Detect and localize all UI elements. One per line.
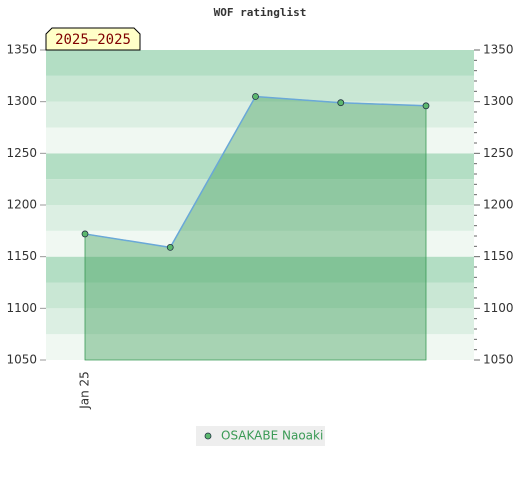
band [46,256,474,283]
point [166,243,174,251]
point [422,102,430,110]
band [46,334,474,360]
legend-box [196,426,325,446]
band [46,50,474,76]
y2-tick-label: 1300 [483,94,514,108]
y-tick-label: 1150 [6,249,37,263]
legend-label: OSAKABE Naoaki [221,429,323,443]
annotation-box [45,27,141,51]
band [46,127,474,154]
point [81,230,89,238]
band [46,101,474,128]
y2-tick-label: 1250 [483,146,514,160]
y-tick-label: 1250 [6,146,37,160]
y-tick-label: 1200 [6,198,37,212]
y2-tick-label: 1100 [483,301,514,315]
annotation-text: 2025–2025 [55,32,131,48]
x-tick-label: Jan 25 [78,371,92,410]
annotation: 2025–2025 [45,27,141,51]
band [46,205,474,231]
band [46,153,474,180]
y2-tick-label: 1350 [483,43,514,57]
legend-marker [204,432,212,440]
y-tick-label: 1350 [6,43,37,57]
band [46,282,474,309]
point [252,93,259,100]
band [46,308,474,335]
point [337,99,345,107]
band [46,230,474,257]
band [46,179,474,205]
chart-title: WOF ratinglist [214,6,307,19]
y2-tick-label: 1150 [483,249,514,263]
y-tick-label: 1100 [6,301,37,315]
y2-tick-label: 1200 [483,198,514,212]
y-tick-label: 1300 [6,94,37,108]
y-tick-label: 1050 [6,353,37,367]
y2-tick-label: 1050 [483,353,514,367]
